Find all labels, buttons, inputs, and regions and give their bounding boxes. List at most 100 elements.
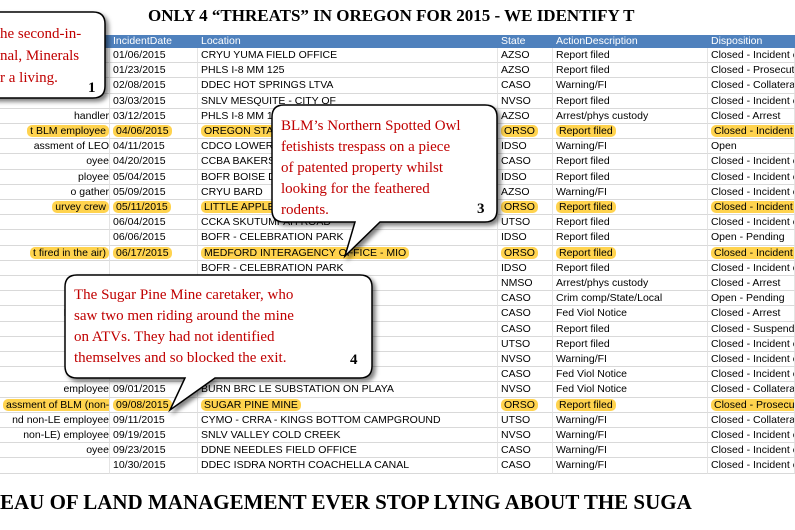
cell-text: Closed - Collatera — [711, 383, 795, 396]
cell-text: 05/04/2015 — [113, 170, 166, 183]
table-cell — [0, 260, 110, 276]
cell-text: Closed - Incident c — [711, 185, 795, 198]
callout-text: on ATVs. They had not identified — [74, 329, 275, 345]
cell-text: Closed - Prosecuti — [711, 398, 794, 411]
table-cell: Report filed — [553, 215, 708, 231]
callout-text: fetishists trespass on a piece — [281, 139, 450, 155]
table-cell — [0, 458, 110, 474]
table-cell: Warning/FI — [553, 428, 708, 444]
cell-text: Closed - Prosecutiv — [711, 64, 795, 77]
table-cell: Report filed — [553, 48, 708, 64]
cell-text: OREGON STAT — [201, 125, 282, 137]
cell-text: ActionDescription — [556, 35, 638, 47]
table-cell: CASO — [498, 443, 553, 459]
cell-text: AZSO — [501, 185, 530, 198]
callout-4: The Sugar Pine Mine caretaker, who saw t… — [64, 274, 373, 413]
cell-text: UTSO — [501, 337, 531, 350]
cell-text: Closed - Suspende — [711, 322, 795, 335]
cell-text: Closed - Incident c — [711, 94, 795, 107]
cell-text: Report filed — [556, 49, 610, 61]
cell-text: DDNE NEEDLES FIELD OFFICE — [201, 444, 357, 457]
table-cell: t fired in the air) — [0, 245, 110, 261]
table-cell: SUGAR PINE MINE — [198, 397, 498, 413]
cell-text: o gather — [70, 185, 109, 198]
cell-text: handler — [73, 109, 109, 122]
table-cell: NMSO — [498, 276, 553, 292]
callout-text: The Sugar Pine Mine caretaker, who — [74, 287, 293, 303]
table-cell: AZSO — [498, 184, 553, 200]
cell-text: t BLM employee — [27, 125, 109, 137]
cell-text: CCBA BAKERSF — [201, 155, 282, 168]
table-cell: IDSO — [498, 230, 553, 246]
table-cell: oyee — [0, 443, 110, 459]
cell-text: Warning/FI — [556, 353, 607, 365]
cell-text: ORSO — [501, 398, 538, 411]
cell-text: 09/11/2015 — [113, 413, 165, 426]
cell-text: Location — [201, 35, 241, 47]
cell-text: AZSO — [501, 49, 530, 61]
cell-text: Closed - Arrest — [711, 109, 781, 122]
callout-box — [271, 104, 498, 259]
table-cell: IDSO — [498, 169, 553, 185]
page-title: ONLY 4 “THREATS” IN OREGON FOR 2015 - WE… — [148, 6, 635, 25]
cell-text: CASO — [501, 292, 531, 305]
cell-text: assment of BLM (non-L — [3, 398, 109, 411]
cell-text: NVSO — [501, 353, 531, 365]
cell-text: CASO — [501, 368, 531, 381]
table-cell: AZSO — [498, 63, 553, 79]
table-cell: NVSO — [498, 93, 553, 109]
cell-text: 04/11/2015 — [113, 140, 165, 153]
callout-1: he second-in- nal, Minerals r a living. … — [0, 11, 106, 99]
cell-text: 03/03/2015 — [113, 94, 166, 107]
cell-text: oyee — [86, 444, 109, 457]
table-cell: BURN BRC LE SUBSTATION ON PLAYA — [198, 382, 498, 398]
callout-text: nal, Minerals — [0, 48, 79, 64]
callout-text: saw two men riding around the mine — [74, 308, 294, 324]
cell-text: 05/09/2015 — [113, 185, 166, 198]
table-cell: assment of BLM (non-L — [0, 397, 110, 413]
cell-text: Open - Pending — [711, 231, 785, 244]
callout-box — [0, 11, 106, 99]
cell-text: Closed - Incident c — [711, 368, 795, 381]
table-cell: 05/09/2015 — [110, 184, 198, 200]
callout-3: BLM’s Northern Spotted Owl fetishists tr… — [271, 104, 498, 259]
table-cell: Fed Viol Notice — [553, 367, 708, 383]
table-cell: Closed - Incident c — [708, 124, 795, 140]
cell-text: CASO — [501, 307, 531, 320]
cell-text: CRYU YUMA FIELD OFFICE — [201, 49, 338, 61]
cell-text: Report filed — [556, 94, 610, 107]
table-cell — [0, 93, 110, 109]
cell-text: BOFR BOISE D — [201, 170, 276, 183]
table-cell: CYMO - CRRA - KINGS BOTTOM CAMPGROUND — [198, 412, 498, 428]
cell-text: IDSO — [501, 261, 527, 274]
table-cell: Report filed — [553, 260, 708, 276]
cell-text: Closed - Incident c — [711, 201, 794, 213]
cell-text: Report filed — [556, 216, 610, 229]
table-cell: 09/08/2015 — [110, 397, 198, 413]
callout-text: he second-in- — [0, 26, 81, 42]
cell-text: NVSO — [501, 429, 531, 441]
table-cell: t BLM employee — [0, 124, 110, 140]
cell-text: Disposition — [711, 35, 763, 47]
cell-text: Report filed — [556, 125, 616, 137]
table-cell: 04/06/2015 — [110, 124, 198, 140]
table-cell: Report filed — [553, 169, 708, 185]
cell-text: Warning/FI — [556, 79, 607, 92]
cell-text: Report filed — [556, 170, 610, 183]
header-cell: Location — [198, 35, 498, 48]
cell-text: 10/30/2015 — [113, 459, 166, 472]
cell-text: UTSO — [501, 413, 531, 426]
table-cell: CASO — [498, 154, 553, 170]
cell-text: AZSO — [501, 109, 530, 122]
callout-box — [64, 274, 373, 413]
table-cell: assment of LEO — [0, 139, 110, 155]
callout-text: rodents. — [281, 202, 329, 218]
cell-text: Warning/FI — [556, 459, 607, 472]
cell-text: SUGAR PINE MINE — [201, 398, 301, 411]
table-cell: UTSO — [498, 215, 553, 231]
table-cell: IDSO — [498, 139, 553, 155]
table-cell: ORSO — [498, 397, 553, 413]
table-cell: 01/06/2015 — [110, 48, 198, 64]
